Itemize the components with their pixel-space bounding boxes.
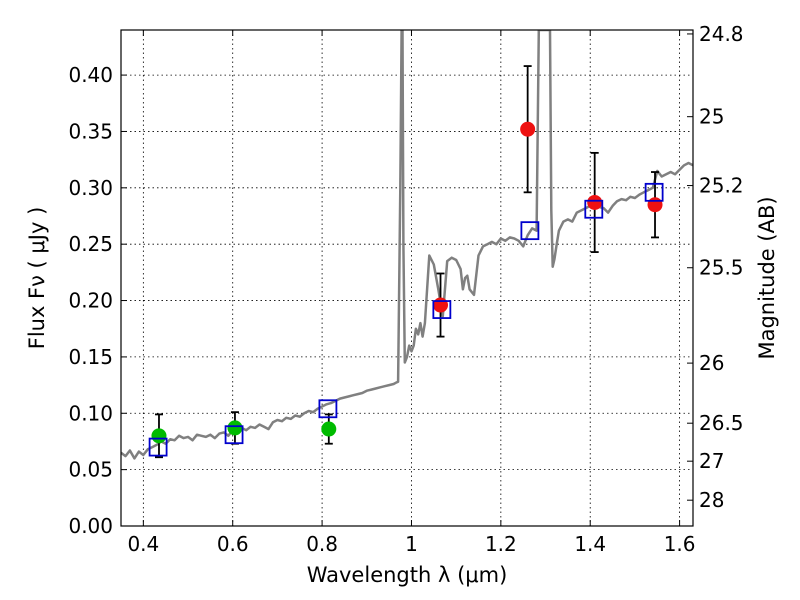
y-tick-label: 0.40 — [68, 63, 113, 87]
y-tick-label: 0.35 — [68, 119, 113, 143]
data-point — [433, 297, 449, 313]
data-point — [587, 194, 603, 210]
y2-tick-label: 25.2 — [699, 174, 744, 198]
y2-axis-label: Magnitude (AB) — [755, 196, 779, 359]
y2-tick-label: 25.5 — [699, 256, 744, 280]
plot-frame — [120, 29, 694, 527]
x-tick-label: 1.4 — [574, 532, 606, 556]
y-tick-label: 0.15 — [68, 345, 113, 369]
model-photometry-box — [520, 221, 540, 241]
model-photometry-box — [432, 300, 452, 319]
plot-area — [121, 30, 693, 460]
y-tick-label: 0.00 — [68, 514, 113, 538]
y2-tick-label: 28 — [699, 488, 724, 512]
axes-ticks: 0.4 0.6 0.8 1 1.2 1.4 1.6 0.00 0.05 0.10 0.15 0.20 0… — [68, 22, 743, 556]
model-photometry-box — [148, 437, 168, 457]
data-point — [647, 197, 663, 213]
x-axis-label: Wavelength λ (μm) — [307, 563, 508, 587]
x-tick-label: 0.6 — [217, 532, 249, 556]
data-point — [321, 421, 337, 437]
grid — [121, 30, 693, 527]
data-point — [520, 121, 536, 137]
model-photometry-box — [644, 182, 664, 202]
y2-tick-label: 25 — [699, 105, 724, 129]
y-tick-label: 0.30 — [68, 176, 113, 200]
x-tick-label: 0.8 — [306, 532, 338, 556]
data-point — [151, 428, 167, 444]
y2-tick-label: 26 — [699, 351, 724, 375]
x-tick-label: 1.2 — [485, 532, 517, 556]
x-tick-label: 1.6 — [664, 532, 696, 556]
y-tick-label: 0.20 — [68, 289, 113, 313]
y-tick-label: 0.25 — [68, 232, 113, 256]
y2-tick-label: 24.8 — [699, 22, 744, 46]
y-tick-label: 0.05 — [68, 458, 113, 482]
x-tick-label: 0.4 — [127, 532, 159, 556]
y-tick-label: 0.10 — [68, 401, 113, 425]
model-photometry-box — [318, 399, 338, 419]
y2-tick-label: 27 — [699, 449, 724, 473]
model-photometry-box — [224, 425, 244, 445]
model-photometry-box — [584, 199, 604, 219]
x-tick-label: 1 — [405, 532, 418, 556]
y-axis-label: Flux Fν ( μJy ) — [25, 207, 49, 350]
y2-tick-label: 26.5 — [699, 411, 744, 435]
data-point — [227, 420, 243, 436]
